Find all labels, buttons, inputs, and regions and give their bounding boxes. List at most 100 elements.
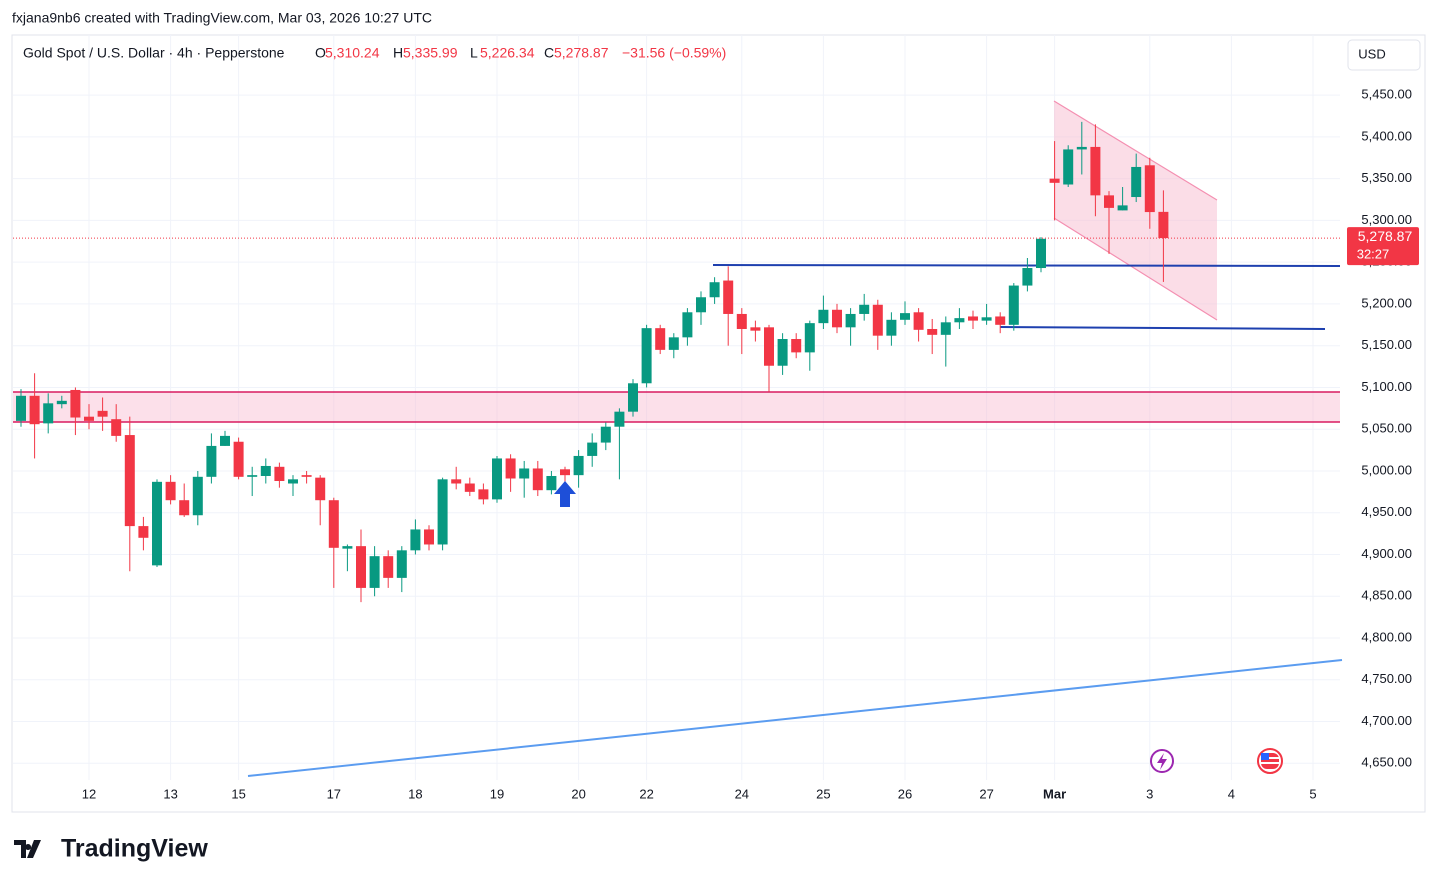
candle-body	[424, 529, 434, 545]
legend-key: O	[315, 45, 326, 61]
candle-body	[369, 556, 380, 588]
y-tick-label: 5,200.00	[1361, 295, 1412, 310]
candle-body	[301, 475, 312, 477]
x-tick-label: 18	[408, 786, 422, 801]
candle-body	[927, 328, 938, 335]
flag-canton	[1261, 753, 1269, 760]
y-tick-label: 5,450.00	[1361, 87, 1412, 102]
candles	[16, 121, 1169, 603]
candle-body	[342, 546, 353, 549]
legend-key: H	[393, 45, 403, 61]
candle-body	[668, 337, 679, 350]
arrow-marker	[554, 481, 576, 507]
y-tick-label: 4,700.00	[1361, 713, 1412, 728]
candle-body	[1008, 285, 1019, 325]
x-tick-label: 22	[639, 786, 653, 801]
legend-value: 5,335.99	[403, 45, 458, 61]
candle-body	[247, 475, 258, 477]
legend-key: C	[544, 45, 554, 61]
candle-body	[383, 556, 394, 578]
candle-body	[43, 403, 54, 424]
candle-body	[736, 313, 747, 329]
x-tick-label: 17	[327, 786, 341, 801]
x-tick-label: 12	[82, 786, 96, 801]
candle-body	[138, 526, 149, 538]
candle-body	[872, 304, 883, 336]
candle-body	[723, 280, 734, 314]
candle-body	[111, 419, 122, 436]
candle-body	[628, 383, 638, 412]
candle-body	[56, 400, 67, 405]
x-tick-label: 25	[816, 786, 830, 801]
flag-stripe	[1261, 762, 1279, 764]
chart-title: Gold Spot / U.S. Dollar · 4h · Peppersto…	[23, 45, 285, 61]
candle-body	[274, 466, 285, 481]
support-line	[999, 326, 1326, 330]
candle-body	[70, 389, 81, 418]
candle-body	[1131, 166, 1142, 198]
candle-body	[804, 323, 815, 353]
legend-value: 5,310.24	[325, 45, 380, 61]
channel	[1054, 101, 1217, 320]
candle-body	[560, 469, 570, 476]
candle-body	[981, 317, 992, 321]
logo-text: TradingView	[61, 835, 208, 863]
channel-top	[1053, 100, 1218, 201]
candle-body	[16, 395, 26, 421]
candle-body	[288, 479, 298, 484]
x-tick-label: 26	[898, 786, 912, 801]
candle-body	[791, 339, 802, 353]
countdown: 32:27	[1357, 247, 1390, 262]
x-tick-label: Mar	[1043, 786, 1066, 801]
candle-body	[192, 476, 203, 516]
x-tick-label: 19	[490, 786, 504, 801]
candle-body	[1076, 146, 1087, 150]
candle-body	[124, 435, 135, 527]
candle-body	[900, 313, 910, 320]
flag-stripe	[1261, 757, 1279, 759]
candle-body	[750, 327, 761, 331]
y-tick-label: 4,950.00	[1361, 504, 1412, 519]
candle-body	[410, 529, 421, 551]
last-price-box	[1347, 227, 1419, 266]
x-tick-label: 24	[735, 786, 749, 801]
candle-body	[315, 477, 326, 501]
candle-body	[546, 475, 557, 491]
candle-body	[1022, 268, 1033, 286]
y-tick-label: 5,400.00	[1361, 128, 1412, 143]
candle-body	[220, 435, 230, 446]
legend-value: 5,278.87	[554, 45, 609, 61]
candle-body	[233, 441, 244, 477]
candle-body	[818, 309, 829, 324]
y-tick-label: 5,000.00	[1361, 462, 1412, 477]
candle-body	[478, 489, 489, 500]
x-tick-label: 27	[979, 786, 993, 801]
currency: USD	[1358, 46, 1385, 61]
candle-body	[1158, 211, 1169, 239]
x-tick-label: 15	[231, 786, 245, 801]
candle-body	[165, 481, 176, 501]
logo-mark	[14, 840, 41, 858]
candle-body	[260, 465, 271, 476]
legend-change: −31.56 (−0.59%)	[622, 45, 726, 61]
currency-button[interactable]	[1347, 39, 1421, 71]
candle-body	[1104, 195, 1114, 208]
candle-body	[464, 483, 475, 492]
candle-body	[913, 312, 924, 330]
channel-bottom	[1053, 217, 1218, 321]
candle-body	[764, 327, 774, 366]
candle-body	[587, 442, 598, 456]
candle-body	[682, 312, 693, 338]
support-zone	[13, 392, 1340, 422]
candle-body	[1090, 146, 1101, 196]
candle-body	[1063, 149, 1074, 185]
candle-body	[451, 479, 462, 484]
x-tick-label: 13	[163, 786, 177, 801]
x-tick-label: 4	[1228, 786, 1235, 801]
candle-body	[845, 313, 856, 328]
ohlc-legend: O 5,310.24 H 5,335.99 L 5,226.34 C 5,278.87 −31.…	[315, 45, 726, 61]
candle-body	[1144, 165, 1155, 213]
candle-body	[492, 458, 502, 500]
x-tick-label: 5	[1309, 786, 1316, 801]
